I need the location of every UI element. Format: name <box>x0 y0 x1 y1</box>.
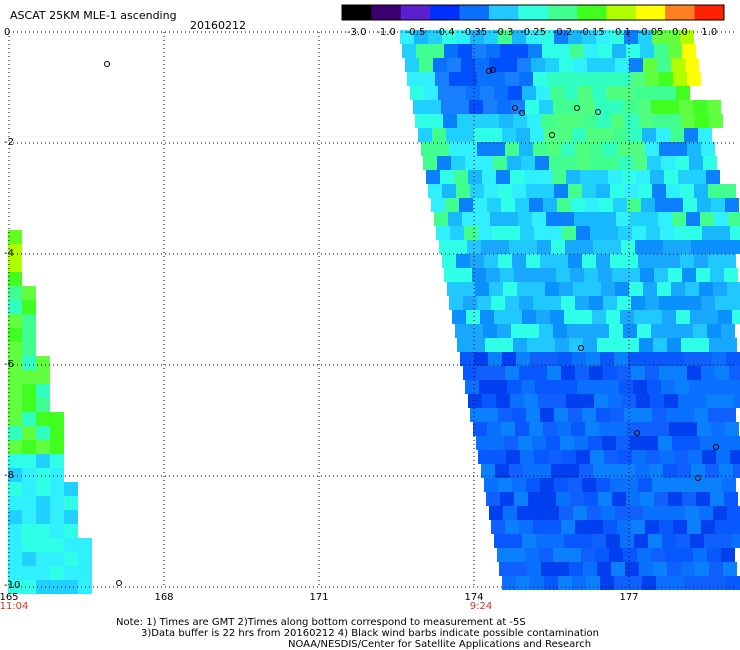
colorbar-label: -0.35 <box>461 27 488 38</box>
colorbar-label: -0.1 <box>611 27 631 38</box>
note-line-3: NOAA/NESDIS/Center for Satellite Applica… <box>288 639 592 650</box>
note-line-1: Note: 1) Times are GMT 2)Times along bot… <box>116 617 526 628</box>
y-tick-label: -8 <box>4 470 14 481</box>
colorbar-segment <box>459 5 490 20</box>
colorbar-label: -3.0 <box>346 27 367 38</box>
colorbar-label: -1.0 <box>376 27 396 38</box>
colorbar-segment <box>635 5 666 20</box>
colorbar-label: -0.3 <box>493 27 514 38</box>
colorbar <box>341 4 725 21</box>
island-outline <box>104 61 110 67</box>
colorbar-segment <box>577 5 607 20</box>
colorbar-segment <box>400 5 431 20</box>
colorbar-label: -0.4 <box>435 27 455 38</box>
colorbar-label: -0.2 <box>552 27 573 38</box>
island-outline <box>695 475 701 481</box>
colorbar-label: -0.25 <box>520 27 546 38</box>
grid-lines <box>8 31 735 588</box>
colorbar-segment <box>371 5 402 20</box>
colorbar-segment <box>342 5 372 20</box>
chart-date: 20160212 <box>190 19 246 32</box>
island-outlines <box>104 61 719 586</box>
y-tick-label: -2 <box>4 137 14 148</box>
island-outline <box>519 110 525 116</box>
island-outline <box>634 430 640 436</box>
colorbar-label: -0.05 <box>637 27 664 38</box>
colorbar-label: 1.0 <box>701 27 718 38</box>
colorbar-segment <box>606 5 637 20</box>
island-outline <box>512 105 518 111</box>
colorbar-segment <box>694 5 725 20</box>
island-outline <box>116 580 122 586</box>
x-tick-label: 174 <box>464 592 484 603</box>
swath-time-label: 11:04 <box>0 601 29 612</box>
island-outline <box>578 345 584 351</box>
chart-title: ASCAT 25KM MLE-1 ascending <box>10 9 177 22</box>
x-tick-label: 165 <box>0 592 19 603</box>
colorbar-segment <box>430 5 461 20</box>
y-tick-label: -4 <box>4 248 14 259</box>
y-tick-label: -6 <box>4 359 14 370</box>
swath-layer <box>8 30 740 594</box>
swath-time-label: 9:24 <box>469 601 493 612</box>
colorbar-segment <box>665 5 696 20</box>
colorbar-segment <box>518 5 549 20</box>
island-outline <box>486 68 492 74</box>
island-outline <box>713 444 719 450</box>
y-tick-label: -10 <box>4 580 21 591</box>
colorbar-label: -0.15 <box>578 27 605 38</box>
colorbar-segment <box>547 5 578 20</box>
x-tick-label: 171 <box>309 592 329 603</box>
y-tick-label: 0 <box>4 27 11 38</box>
colorbar-segment <box>488 5 519 20</box>
note-line-2: 3)Data buffer is 22 hrs from 20160212 4)… <box>141 628 599 639</box>
colorbar-label: -0.5 <box>405 27 426 38</box>
island-outline <box>549 132 555 138</box>
x-tick-label: 168 <box>154 592 174 603</box>
island-outline <box>490 67 496 73</box>
island-outline <box>595 109 601 115</box>
island-outline <box>574 105 580 111</box>
colorbar-label: 0.0 <box>671 27 688 38</box>
x-tick-label: 177 <box>619 592 639 603</box>
